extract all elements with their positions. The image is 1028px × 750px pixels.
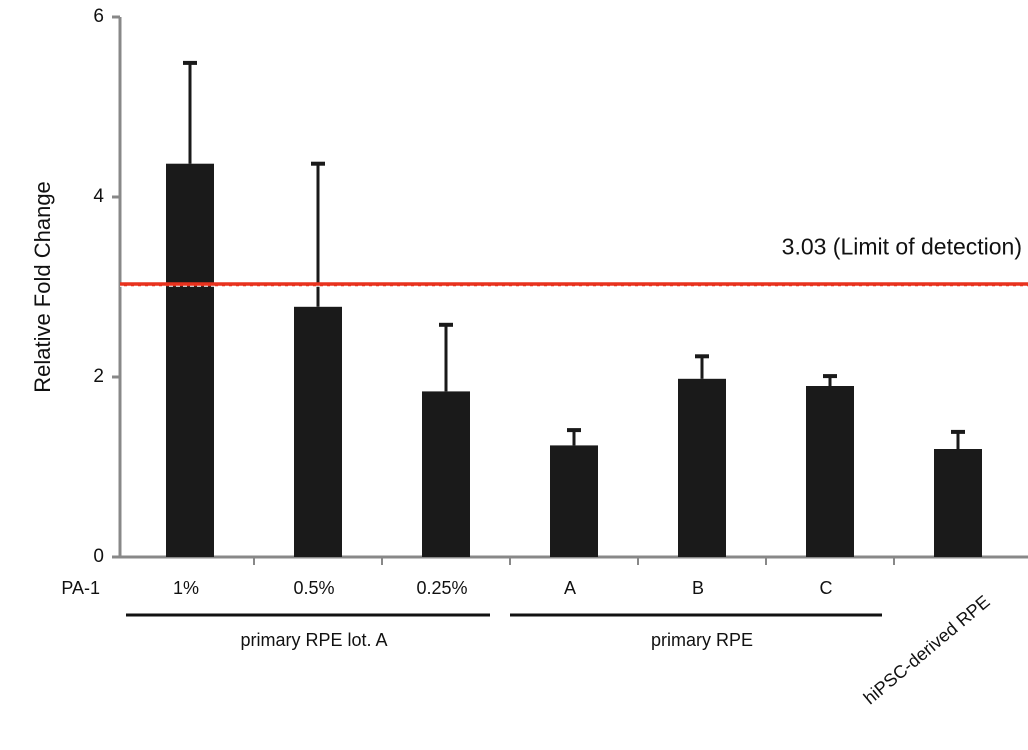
x-tick-label: hiPSC-derived RPE <box>860 591 994 708</box>
x-tick-label: A <box>564 578 576 598</box>
y-tick-label: 4 <box>93 186 104 207</box>
x-tick-label: C <box>820 578 833 598</box>
x-tick-label: 0.25% <box>416 578 467 598</box>
bar <box>550 445 598 557</box>
y-axis-title: Relative Fold Change <box>30 181 55 393</box>
group-label: primary RPE lot. A <box>240 630 387 650</box>
bar <box>294 306 342 557</box>
bar <box>934 449 982 557</box>
y-tick-label: 2 <box>93 366 104 387</box>
x-tick-label: B <box>692 578 704 598</box>
x-tick-label: 1% <box>173 578 199 598</box>
bar <box>422 391 470 557</box>
bar <box>166 163 214 557</box>
x-tick-label: 0.5% <box>293 578 334 598</box>
row-label: PA-1 <box>61 578 100 598</box>
y-tick-label: 0 <box>93 546 104 567</box>
group-label: primary RPE <box>651 630 753 650</box>
y-tick-label: 6 <box>93 6 104 27</box>
bar <box>678 378 726 557</box>
threshold-label: 3.03 (Limit of detection) <box>782 233 1022 259</box>
bar <box>806 386 854 557</box>
